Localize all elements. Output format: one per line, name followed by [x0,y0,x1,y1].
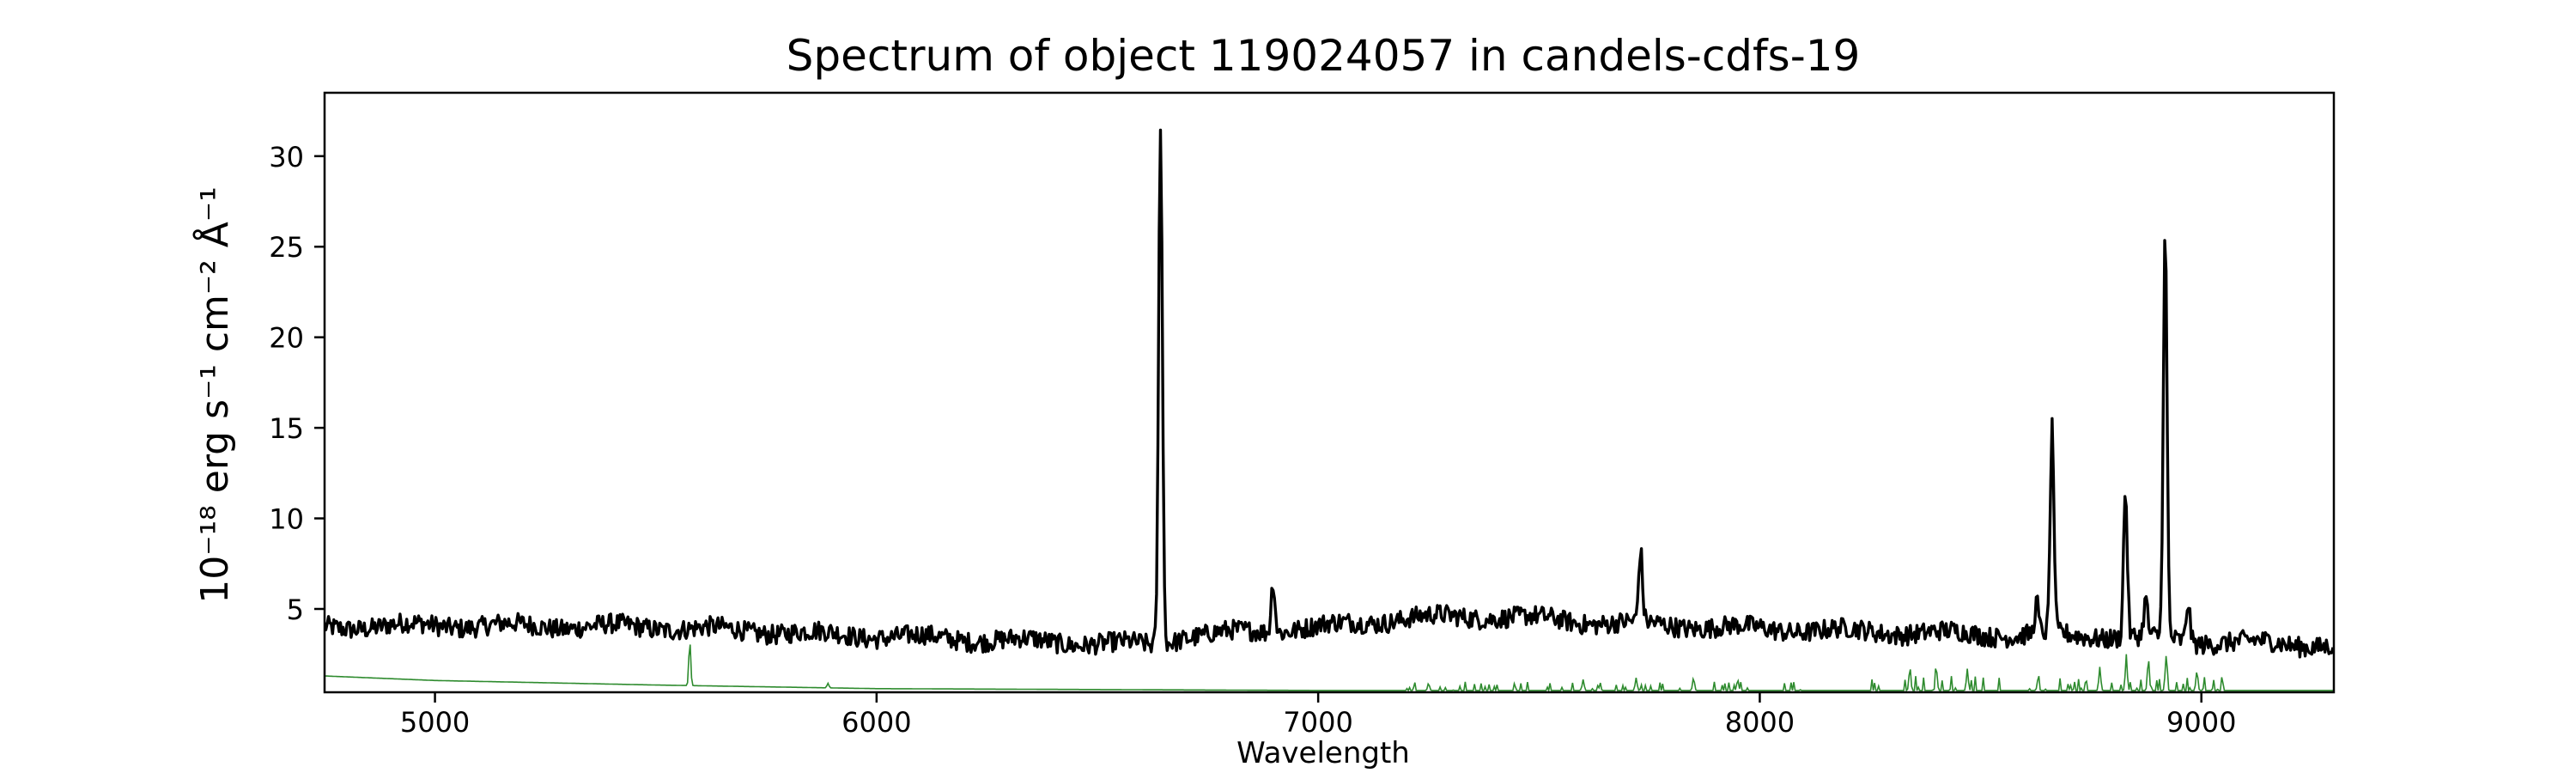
x-tick-label: 6000 [841,706,911,739]
sky-noise-line [325,644,2333,692]
x-tick-label: 7000 [1283,706,1352,739]
plot-frame [323,91,2336,694]
series-group [325,128,2334,692]
chart-title: Spectrum of object 119024057 in candels-… [787,31,1861,81]
x-tick-label: 5000 [400,706,470,739]
y-tick-label: 15 [269,412,304,445]
y-tick-label: 30 [269,141,304,173]
y-tick-label: 25 [269,231,304,264]
y-tick-label: 20 [269,322,304,355]
x-tick-label: 9000 [2166,706,2236,739]
y-tick-label: 5 [287,593,304,626]
y-axis-label: 10⁻¹⁸ erg s⁻¹ cm⁻² Å⁻¹ [191,186,237,603]
x-axis-label: Wavelength [1236,736,1410,770]
x-tick-label: 8000 [1725,706,1795,739]
spectrum-flux-line [325,128,2334,659]
plot-area: 5000 6000 7000 8000 9000 5 10 15 20 25 30 [269,91,2336,739]
y-tick-label: 10 [269,503,304,536]
